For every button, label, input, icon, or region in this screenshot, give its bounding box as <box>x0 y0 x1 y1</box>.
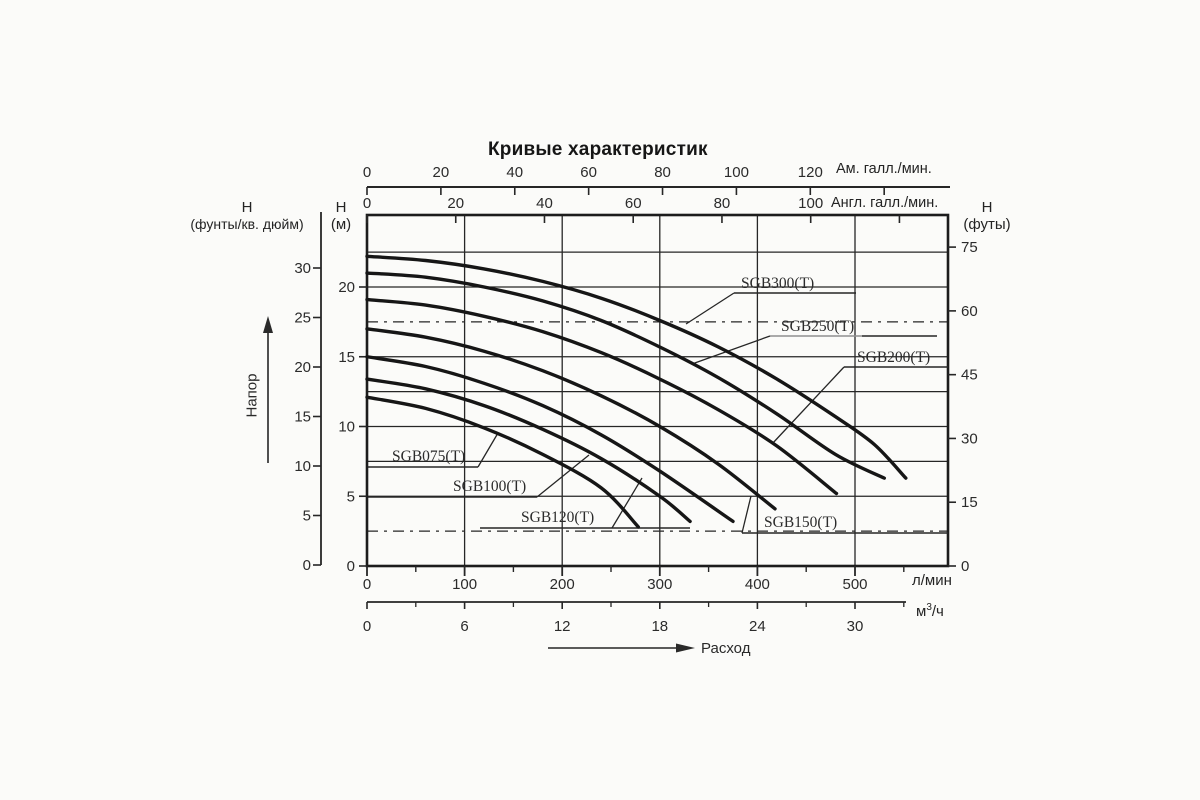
chart-title: Кривые характеристик <box>488 139 708 160</box>
lpm-tick-label: 0 <box>363 576 371 593</box>
psi-tick-label: 15 <box>294 409 311 426</box>
us-gpm-tick-label: 20 <box>433 164 450 181</box>
imp-gpm-tick-label: 0 <box>363 195 371 212</box>
series-label: SGB300(T) <box>741 275 814 292</box>
imp-gpm-axis-label: Англ. галл./мин. <box>831 195 939 211</box>
meters-axis-header-symbol: Н <box>335 199 347 216</box>
series-label: SGB100(T) <box>453 478 526 495</box>
m3h-tick-label: 0 <box>363 618 371 635</box>
lpm-unit-label: л/мин <box>912 572 952 589</box>
lpm-tick-label: 500 <box>842 576 867 593</box>
pump-curve-sgb120t <box>365 355 735 524</box>
us-gpm-tick-label: 40 <box>506 164 523 181</box>
us-gpm-tick-label: 100 <box>724 164 749 181</box>
m3h-tick-label: 6 <box>460 618 468 635</box>
imp-gpm-tick-label: 100 <box>798 195 823 212</box>
meters-tick-label: 15 <box>338 349 355 366</box>
meters-axis-header-unit: (м) <box>330 216 352 233</box>
series-label: SGB075(T) <box>392 448 465 465</box>
pump-curve-sgb075t <box>365 395 640 529</box>
feet-axis-header-unit: (футы) <box>963 216 1011 233</box>
us-gpm-tick-label: 60 <box>580 164 597 181</box>
flow-axis-annotation: Расход <box>701 640 751 657</box>
flow-arrow-head <box>676 643 695 653</box>
psi-tick-label: 0 <box>303 557 311 574</box>
feet-axis-header-symbol: Н <box>981 199 993 216</box>
series-label: SGB150(T) <box>764 514 837 531</box>
meters-tick-label: 0 <box>347 558 355 575</box>
m3h-unit-sup: 3 <box>926 602 932 613</box>
m3h-tick-label: 24 <box>749 618 766 635</box>
us-gpm-tick-label: 0 <box>363 164 371 181</box>
lpm-tick-label: 400 <box>745 576 770 593</box>
psi-axis-header-unit: (фунты/кв. дюйм) <box>190 216 304 232</box>
feet-tick-label: 45 <box>961 367 978 384</box>
series-label: SGB250(T) <box>781 318 854 335</box>
m3h-unit-rest: /ч <box>931 603 944 620</box>
feet-tick-label: 15 <box>961 494 978 511</box>
feet-axis-header: Н (футы) <box>955 199 1019 233</box>
meters-axis-header: Н (м) <box>320 199 362 233</box>
series-label-leader <box>536 454 590 498</box>
meters-tick-label: 10 <box>338 419 355 436</box>
imp-gpm-tick-label: 40 <box>536 195 553 212</box>
lpm-tick-label: 200 <box>550 576 575 593</box>
psi-axis-header-symbol: Н <box>241 199 253 216</box>
pump-curve-sgb150t <box>365 327 777 511</box>
pump-curve-sgb100t <box>365 377 692 524</box>
pump-curve-sgb200t <box>365 297 839 496</box>
psi-tick-label: 5 <box>303 508 311 525</box>
us-gpm-axis-label: Ам. галл./мин. <box>836 161 932 177</box>
series-label-leader <box>477 432 499 468</box>
series-label: SGB120(T) <box>521 509 594 526</box>
us-gpm-tick-label: 120 <box>798 164 823 181</box>
series-label-leader <box>771 366 845 445</box>
feet-tick-label: 0 <box>961 558 969 575</box>
plot-frame <box>365 213 950 568</box>
series-label-leader <box>691 335 771 365</box>
series-label-leader <box>611 477 643 529</box>
psi-tick-label: 30 <box>294 260 311 277</box>
m3h-unit-label: м3/ч <box>916 602 944 620</box>
pump-curve-sgb250t <box>365 271 886 480</box>
us-gpm-tick-label: 80 <box>654 164 671 181</box>
m3h-unit-base: м <box>916 603 927 620</box>
psi-tick-label: 10 <box>294 458 311 475</box>
feet-tick-label: 30 <box>961 430 978 447</box>
imp-gpm-tick-label: 60 <box>625 195 642 212</box>
head-arrow-head <box>263 316 273 333</box>
m3h-tick-label: 18 <box>651 618 668 635</box>
series-label-leader <box>685 292 735 325</box>
imp-gpm-tick-label: 20 <box>447 195 464 212</box>
psi-axis-header: Н (фунты/кв. дюйм) <box>172 199 322 233</box>
lpm-tick-label: 100 <box>452 576 477 593</box>
lpm-tick-label: 300 <box>647 576 672 593</box>
pump-curve-sgb300t <box>365 254 908 480</box>
feet-tick-label: 60 <box>961 303 978 320</box>
psi-tick-label: 25 <box>294 310 311 327</box>
m3h-tick-label: 30 <box>847 618 864 635</box>
psi-tick-label: 20 <box>294 359 311 376</box>
meters-tick-label: 20 <box>338 279 355 296</box>
series-label: SGB200(T) <box>857 349 930 366</box>
meters-tick-label: 5 <box>347 488 355 505</box>
m3h-tick-label: 12 <box>554 618 571 635</box>
imp-gpm-tick-label: 80 <box>714 195 731 212</box>
feet-tick-label: 75 <box>961 239 978 256</box>
series-label-leader <box>741 495 752 534</box>
head-axis-annotation: Напор <box>243 373 261 418</box>
